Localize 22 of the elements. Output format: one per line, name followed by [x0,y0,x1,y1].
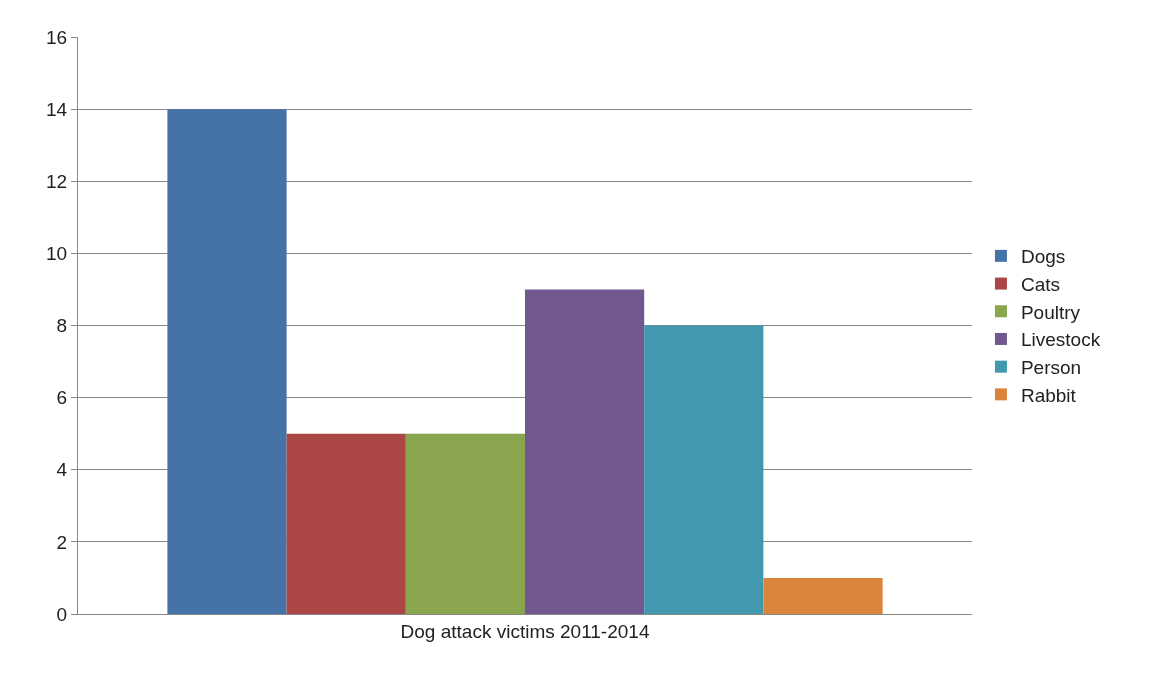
bar [763,577,883,614]
bar [644,325,764,614]
bar [286,433,406,614]
bar [405,433,525,614]
y-tick-label: 10 [46,243,68,265]
legend-label: Poultry [1020,301,1081,323]
y-tick-label: 2 [56,531,68,553]
bar [167,109,287,614]
y-tick-label: 4 [56,459,68,481]
bar [525,289,645,614]
legend-label: Cats [1020,273,1061,295]
legend-label: Person [1020,357,1082,379]
y-tick-label: 6 [56,387,68,409]
y-tick-label: 8 [56,315,68,337]
x-tick-label: Dog attack victims 2011-2014 [400,620,650,642]
legend-label: Livestock [1020,329,1101,351]
y-tick-label: 14 [46,98,68,120]
y-tick-label: 16 [46,26,68,48]
legend-label: Rabbit [1020,384,1077,406]
y-tick-label: 0 [56,603,68,625]
y-tick-label: 12 [46,170,68,192]
legend-label: Dogs [1020,246,1066,268]
